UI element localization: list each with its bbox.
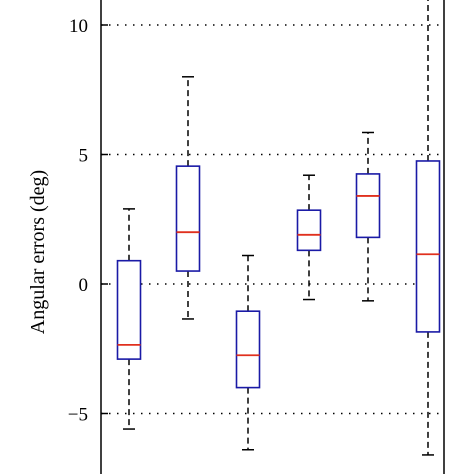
box-2 [175,76,201,320]
iqr-box [175,165,201,272]
y-axis-label: Angular errors (deg) [27,170,49,334]
box-1 [116,208,142,430]
iqr-box [415,160,441,333]
iqr-box [235,310,261,389]
boxes [116,0,441,456]
y-tick-label-1: 5 [79,146,89,167]
iqr-box [355,173,381,239]
box-5 [355,131,381,302]
box-4 [296,174,322,301]
iqr-box [296,209,322,252]
plot-axes [100,0,445,474]
y-ticks: 10 5 0 −5 [68,16,108,426]
box-3 [235,254,261,451]
iqr-box [116,259,142,360]
grid-lines [101,24,444,415]
y-tick-label-0: 10 [69,16,88,37]
box-6 [415,0,441,456]
y-tick-label-3: −5 [68,405,88,426]
y-tick-label-2: 0 [79,275,89,296]
